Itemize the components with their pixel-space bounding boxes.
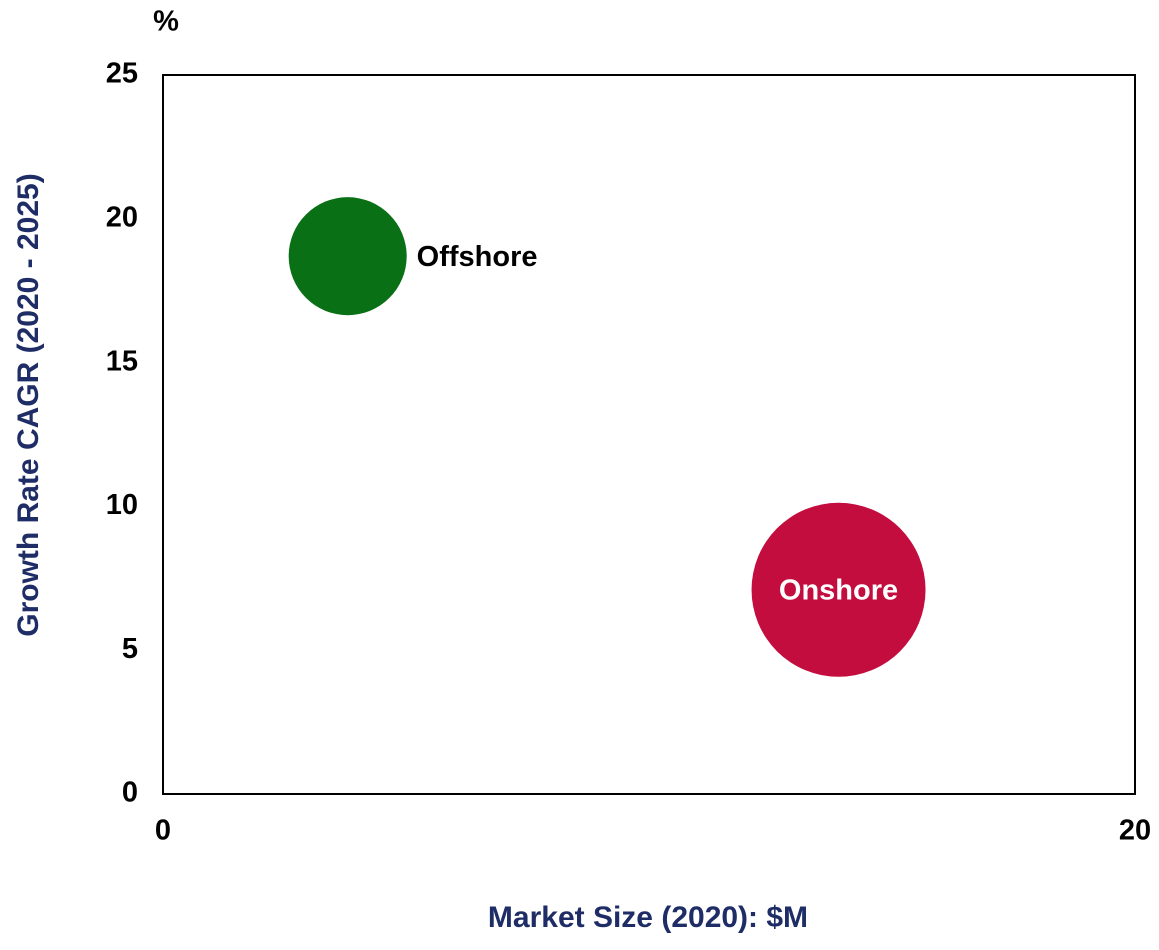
x-tick-label: 20 [1119,815,1151,847]
bubble [288,197,407,316]
y-tick-label: 25 [106,58,138,90]
y-tick-label: 20 [106,201,138,233]
x-axis-title: Market Size (2020): $M [488,901,808,934]
y-tick-label: 15 [106,345,138,377]
y-tick-label: 0 [122,777,138,809]
bubble-label: Onshore [779,574,898,606]
plot-frame [162,74,1136,795]
bubble-label: Offshore [417,241,538,273]
y-tick-label: 5 [122,633,138,665]
bubble [751,502,926,677]
y-tick-label: 10 [106,489,138,521]
x-tick-label: 0 [155,815,171,847]
y-unit: % [153,6,179,38]
y-axis-title: Growth Rate CAGR (2020 - 2025) [12,173,45,636]
